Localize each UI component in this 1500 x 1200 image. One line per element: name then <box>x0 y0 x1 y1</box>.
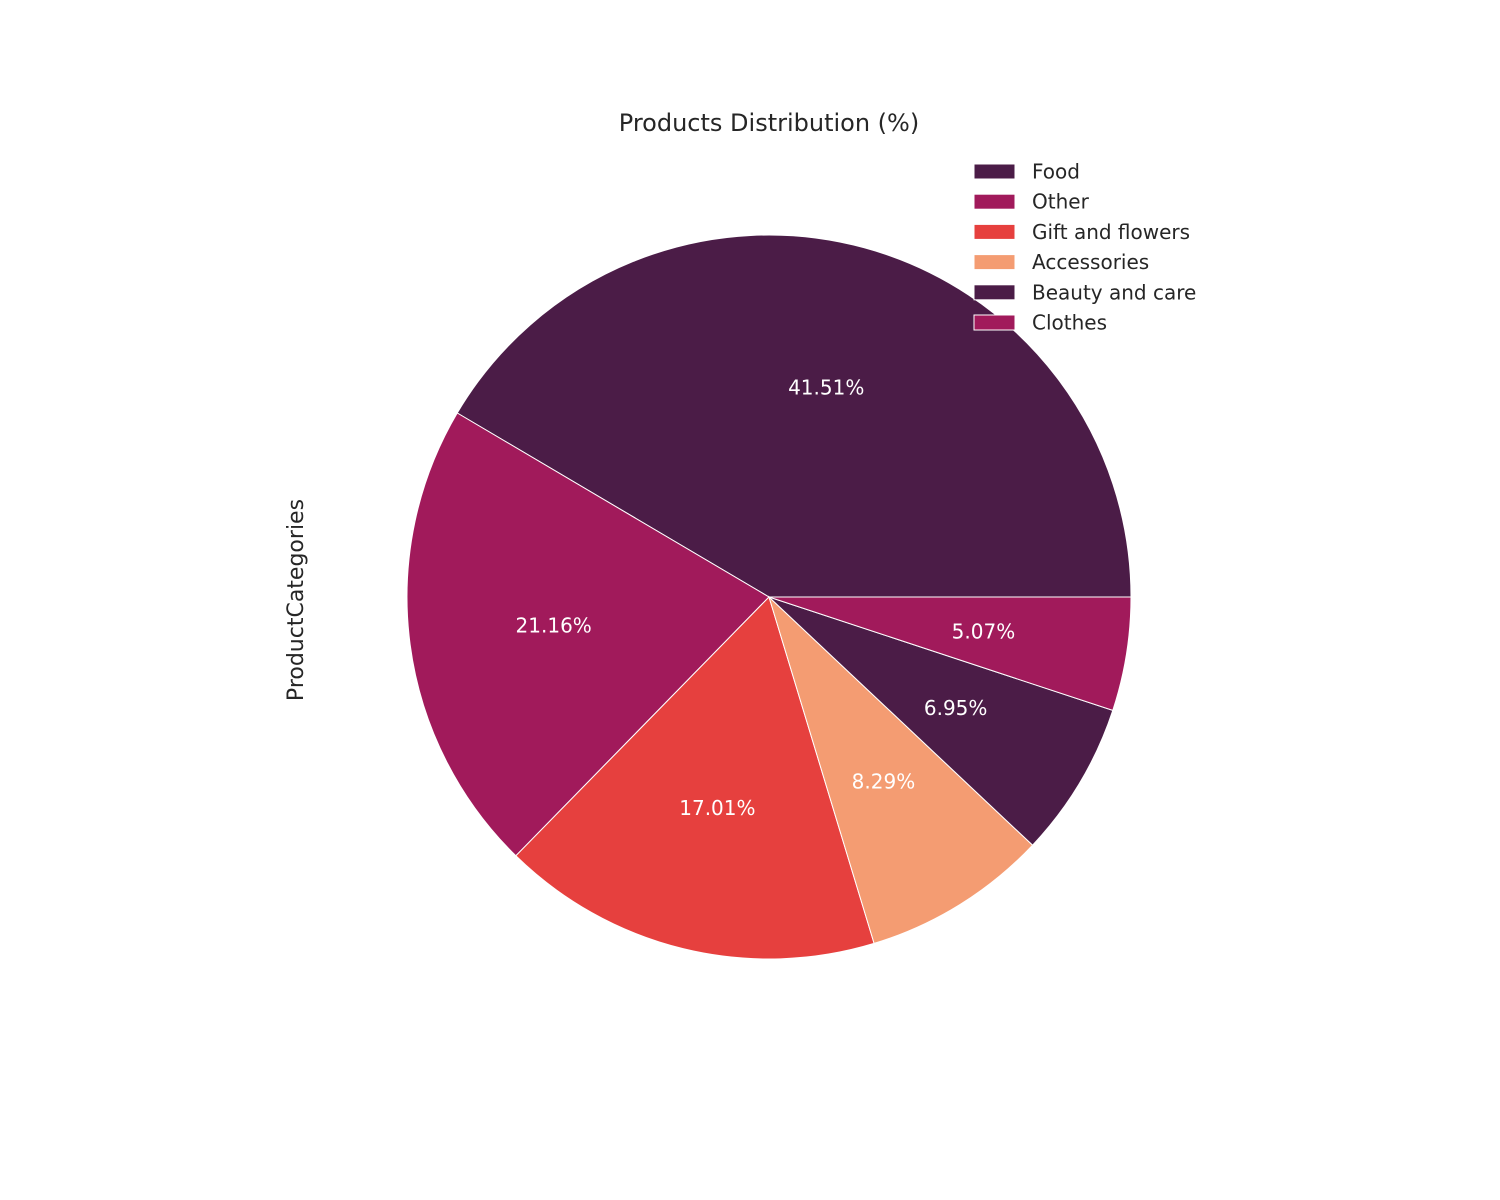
y-axis-label: ProductCategories <box>284 499 309 701</box>
legend-item-accessories: Accessories <box>973 250 1149 274</box>
legend-label-gift-and-flowers: Gift and flowers <box>1032 220 1190 244</box>
pie-slice-gift-and-flowers <box>515 596 875 960</box>
legend-swatch-other <box>973 193 1016 210</box>
legend-swatch-beauty-and-care <box>973 284 1016 301</box>
pie-value-labels: 41.51% 21.16% 17.01% 8.29% 6.95% 5.07% <box>516 375 1016 820</box>
legend-item-other: Other <box>973 190 1090 214</box>
legend-label-clothes: Clothes <box>1032 311 1107 335</box>
chart-title: Products Distribution (%) <box>619 109 919 137</box>
legend-swatch-food <box>973 163 1016 180</box>
pie-slice-other <box>406 412 770 857</box>
legend-label-other: Other <box>1032 190 1090 214</box>
pie-value-label-gift-and-flowers: 17.01% <box>679 796 755 820</box>
pie-value-label-accessories: 8.29% <box>852 770 916 794</box>
legend-swatch-gift-and-flowers <box>973 223 1016 240</box>
pie-slice-beauty-and-care <box>768 596 1114 846</box>
legend-swatch-clothes <box>973 314 1016 331</box>
pie-value-label-clothes: 5.07% <box>952 619 1016 643</box>
pie-value-label-food: 41.51% <box>788 375 864 399</box>
legend-item-food: Food <box>973 160 1080 184</box>
legend-swatch-accessories <box>973 254 1016 271</box>
legend-label-food: Food <box>1032 160 1080 184</box>
legend-item-clothes: Clothes <box>973 311 1107 335</box>
pie-value-label-beauty-and-care: 6.95% <box>924 696 988 720</box>
pie-value-label-other: 21.16% <box>516 614 592 638</box>
pie-slice-food <box>456 234 1132 598</box>
legend-item-beauty-and-care: Beauty and care <box>973 280 1196 304</box>
legend-label-accessories: Accessories <box>1032 250 1149 274</box>
pie-slices <box>406 234 1132 960</box>
legend: Food Other Gift and flowers Accessories Beau… <box>973 160 1196 335</box>
pie-slice-clothes <box>768 596 1132 712</box>
legend-item-gift-and-flowers: Gift and flowers <box>973 220 1190 244</box>
pie-slice-accessories <box>767 595 1034 945</box>
legend-label-beauty-and-care: Beauty and care <box>1032 280 1196 304</box>
